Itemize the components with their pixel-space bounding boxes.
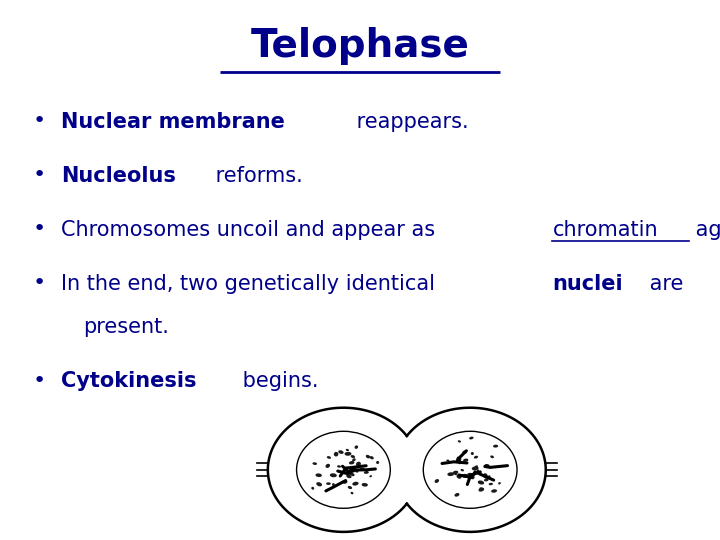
Ellipse shape: [471, 452, 474, 455]
Text: •: •: [33, 370, 46, 391]
Ellipse shape: [337, 465, 341, 468]
Ellipse shape: [463, 458, 469, 462]
Ellipse shape: [315, 474, 322, 477]
Ellipse shape: [474, 456, 478, 458]
Text: Nuclear membrane: Nuclear membrane: [61, 111, 285, 132]
Ellipse shape: [456, 475, 462, 479]
Ellipse shape: [454, 493, 459, 497]
Ellipse shape: [355, 470, 359, 472]
Ellipse shape: [369, 456, 374, 460]
Ellipse shape: [327, 456, 331, 459]
Ellipse shape: [354, 446, 358, 449]
Ellipse shape: [352, 482, 359, 485]
Ellipse shape: [334, 452, 338, 456]
Text: •: •: [33, 273, 46, 294]
Ellipse shape: [369, 475, 372, 477]
Text: Telophase: Telophase: [251, 27, 469, 65]
Ellipse shape: [349, 461, 354, 464]
Ellipse shape: [498, 482, 501, 484]
Ellipse shape: [491, 489, 497, 492]
Ellipse shape: [326, 482, 330, 485]
Ellipse shape: [316, 482, 322, 487]
Ellipse shape: [356, 462, 361, 467]
Text: •: •: [33, 111, 46, 132]
Ellipse shape: [268, 408, 419, 532]
Text: Cytokinesis: Cytokinesis: [61, 370, 197, 391]
Ellipse shape: [478, 481, 484, 484]
Ellipse shape: [493, 444, 498, 448]
Ellipse shape: [364, 471, 369, 474]
Ellipse shape: [480, 487, 484, 490]
Ellipse shape: [312, 462, 317, 465]
Ellipse shape: [447, 472, 454, 476]
Ellipse shape: [361, 483, 368, 487]
Ellipse shape: [346, 449, 349, 451]
Ellipse shape: [456, 457, 459, 460]
Ellipse shape: [352, 458, 356, 461]
Ellipse shape: [366, 455, 370, 458]
Ellipse shape: [343, 480, 348, 484]
Ellipse shape: [395, 408, 546, 532]
Ellipse shape: [454, 473, 457, 475]
Text: •: •: [33, 165, 46, 186]
Ellipse shape: [351, 473, 354, 476]
Text: present.: present.: [83, 316, 168, 337]
Ellipse shape: [325, 464, 330, 468]
Ellipse shape: [467, 473, 473, 476]
Ellipse shape: [446, 460, 449, 461]
Ellipse shape: [462, 474, 469, 478]
Ellipse shape: [484, 478, 489, 481]
Ellipse shape: [345, 452, 351, 456]
Text: reappears.: reappears.: [350, 111, 469, 132]
Text: In the end, two genetically identical: In the end, two genetically identical: [61, 273, 442, 294]
Ellipse shape: [472, 467, 479, 470]
Ellipse shape: [487, 475, 491, 477]
Text: are: are: [644, 273, 684, 294]
Text: again.: again.: [689, 219, 720, 240]
Ellipse shape: [346, 475, 351, 478]
Ellipse shape: [360, 468, 364, 470]
Ellipse shape: [453, 471, 459, 474]
Ellipse shape: [351, 492, 354, 494]
Ellipse shape: [469, 437, 474, 440]
Ellipse shape: [458, 440, 461, 443]
Ellipse shape: [462, 450, 467, 454]
Ellipse shape: [344, 471, 348, 475]
Ellipse shape: [330, 473, 337, 477]
Ellipse shape: [338, 450, 343, 454]
Text: chromatin: chromatin: [552, 219, 658, 240]
Ellipse shape: [332, 483, 335, 486]
Ellipse shape: [483, 473, 487, 478]
Text: begins.: begins.: [236, 370, 318, 391]
Ellipse shape: [477, 469, 480, 471]
Text: reforms.: reforms.: [210, 165, 303, 186]
Ellipse shape: [483, 475, 488, 478]
Ellipse shape: [351, 455, 355, 458]
Ellipse shape: [311, 487, 314, 490]
Ellipse shape: [490, 455, 494, 458]
Ellipse shape: [479, 488, 484, 491]
Text: Nucleolus: Nucleolus: [61, 165, 176, 186]
Ellipse shape: [474, 465, 478, 468]
Ellipse shape: [485, 464, 490, 467]
Ellipse shape: [489, 483, 493, 485]
Ellipse shape: [348, 472, 353, 475]
Ellipse shape: [376, 461, 379, 464]
Ellipse shape: [348, 486, 352, 489]
Text: •: •: [33, 219, 46, 240]
Ellipse shape: [461, 469, 464, 471]
Ellipse shape: [469, 475, 474, 480]
Text: Chromosomes uncoil and appear as: Chromosomes uncoil and appear as: [61, 219, 442, 240]
Text: nuclei: nuclei: [552, 273, 623, 294]
Ellipse shape: [435, 479, 439, 483]
Ellipse shape: [456, 457, 462, 462]
